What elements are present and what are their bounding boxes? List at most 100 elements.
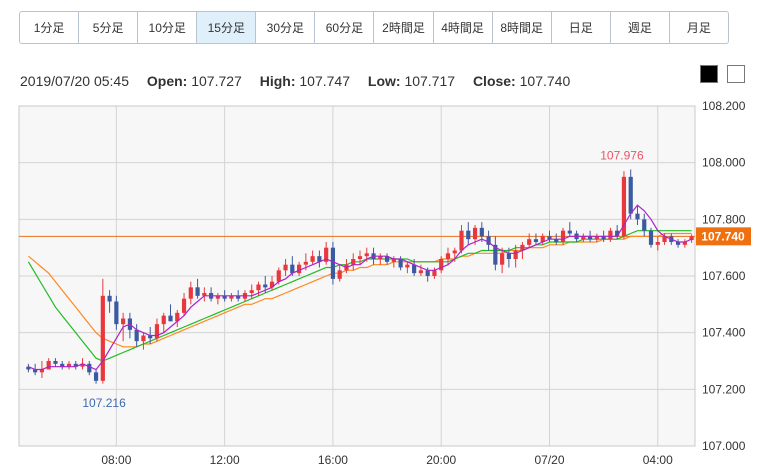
candle-body [33, 369, 38, 373]
low-value: 107.717 [404, 73, 456, 89]
candle-body [60, 363, 65, 367]
x-tick-label: 04:00 [643, 453, 673, 467]
dark-theme-button[interactable] [700, 65, 718, 83]
tab-30min[interactable]: 30分足 [256, 12, 316, 43]
candle-body [398, 259, 403, 268]
candle-body [452, 250, 457, 254]
candle-body [53, 361, 58, 364]
candle-body [269, 281, 275, 288]
candle-body [689, 236, 694, 241]
candle-body [682, 242, 687, 245]
light-theme-button[interactable] [727, 65, 745, 83]
candle-body [479, 227, 484, 237]
candle-body [168, 315, 173, 322]
candle-body [161, 315, 166, 325]
tab-daily[interactable]: 日足 [552, 12, 611, 43]
candle-body [364, 253, 369, 257]
high-annotation: 107.976 [600, 148, 644, 162]
candle-body [533, 239, 539, 242]
y-tick-label: 108.000 [702, 156, 746, 170]
candle-body [114, 301, 119, 325]
tab-8hour[interactable]: 8時間足 [493, 12, 552, 43]
candle-body [554, 239, 559, 242]
candle-body [80, 363, 85, 367]
candle-body [378, 256, 383, 259]
candle-body [594, 236, 599, 240]
tab-2hour[interactable]: 2時間足 [374, 12, 434, 43]
candle-body [39, 369, 45, 373]
candle-body [675, 242, 681, 245]
y-tick-label: 107.600 [702, 269, 746, 283]
current-price-label: 107.740 [701, 229, 745, 243]
tab-60min[interactable]: 60分足 [315, 12, 375, 43]
candle-body [520, 244, 525, 251]
plot-border [18, 105, 696, 447]
x-tick-label: 07/20 [534, 453, 564, 467]
candle-body [418, 270, 424, 274]
current-price-tag [696, 227, 751, 246]
candle-body [506, 253, 511, 259]
candle-body [655, 242, 660, 245]
high-label: High: [259, 73, 296, 89]
candle-body [588, 236, 593, 240]
candle-body [500, 253, 505, 265]
tab-monthly[interactable]: 月足 [686, 21, 711, 35]
close-label: Close: [472, 73, 516, 89]
low-annotation: 107.216 [82, 396, 126, 410]
candle-body [493, 244, 498, 265]
candle-body [391, 259, 396, 262]
candle-body [540, 236, 545, 242]
ma-short-line [28, 204, 692, 371]
x-tick-label: 16:00 [318, 453, 348, 467]
candle-body [412, 264, 417, 274]
tab-1min[interactable]: 1分足 [20, 12, 80, 43]
candle-body [66, 363, 72, 367]
candle-body [222, 295, 227, 299]
candle-body [648, 230, 654, 245]
y-tick-label: 107.000 [702, 439, 746, 453]
x-tick-label: 12:00 [210, 453, 240, 467]
ohlc-datetime: 2019/07/20 05:45 [20, 73, 129, 89]
candle-body [472, 227, 478, 240]
y-tick-label: 108.200 [702, 99, 746, 113]
y-tick-label: 107.400 [702, 326, 746, 340]
candle-body [236, 295, 241, 299]
candle-body [317, 256, 322, 262]
candle-body [615, 230, 620, 237]
high-value: 107.747 [299, 73, 350, 89]
ohlc-readout: 2019/07/20 05:45 Open: 107.727 High: 107… [20, 73, 570, 89]
candle-body [290, 264, 295, 274]
candle-body [134, 329, 139, 342]
candle-body [73, 363, 78, 367]
candle-body [351, 259, 356, 265]
candle-body [195, 287, 200, 296]
candle-body [202, 293, 207, 296]
tab-weekly[interactable]: 週足 [611, 12, 670, 43]
x-tick-label: 08:00 [101, 453, 131, 467]
candle-body [601, 236, 606, 240]
candle-body [445, 253, 451, 259]
candle-body [628, 176, 633, 214]
candle-body [439, 259, 444, 271]
candle-body [662, 236, 667, 242]
candle-body [384, 256, 390, 262]
candle-body [46, 361, 51, 370]
timeframe-tabs: 1分足 5分足 10分足 15分足 30分足 60分足 2時間足 4時間足 8時… [19, 11, 729, 44]
tab-15min[interactable]: 15分足 [197, 12, 257, 43]
candle-body [432, 270, 437, 276]
candle-body [276, 270, 281, 282]
low-label: Low: [367, 73, 401, 89]
tab-4hour[interactable]: 4時間足 [434, 12, 493, 43]
candle-body [303, 261, 308, 265]
candle-body [175, 312, 180, 322]
tab-5min[interactable]: 5分足 [79, 12, 139, 43]
candle-body [405, 264, 410, 268]
candle-body [513, 250, 518, 259]
candle-body [337, 270, 342, 279]
candle-body [581, 236, 586, 240]
candle-body [357, 256, 363, 259]
tab-10min[interactable]: 10分足 [138, 12, 198, 43]
candle-body [621, 176, 627, 237]
candle-body [249, 290, 254, 293]
